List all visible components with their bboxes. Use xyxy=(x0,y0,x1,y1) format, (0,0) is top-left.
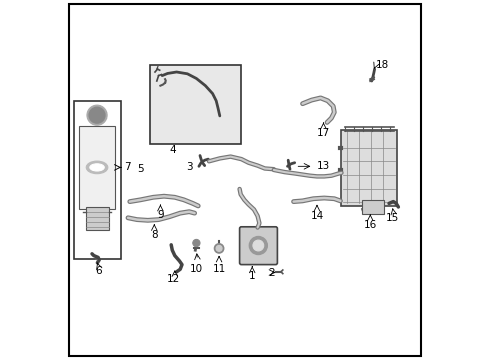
Circle shape xyxy=(193,239,200,247)
Text: 9: 9 xyxy=(157,210,164,220)
Text: 13: 13 xyxy=(317,161,330,171)
FancyBboxPatch shape xyxy=(69,4,421,356)
Text: 6: 6 xyxy=(95,266,101,276)
FancyBboxPatch shape xyxy=(240,227,277,265)
Text: 7: 7 xyxy=(123,162,130,172)
Text: 16: 16 xyxy=(364,220,377,230)
Circle shape xyxy=(216,246,222,251)
Text: 11: 11 xyxy=(213,264,226,274)
Circle shape xyxy=(89,107,105,123)
Ellipse shape xyxy=(86,161,108,174)
Bar xyxy=(79,126,115,209)
Text: 17: 17 xyxy=(317,128,330,138)
Bar xyxy=(149,65,242,144)
Text: 15: 15 xyxy=(386,213,399,223)
Circle shape xyxy=(87,105,107,125)
Text: 14: 14 xyxy=(310,211,323,221)
Text: 3: 3 xyxy=(186,162,193,172)
Text: 12: 12 xyxy=(167,274,180,284)
Text: 18: 18 xyxy=(375,60,389,70)
Ellipse shape xyxy=(90,164,104,171)
Text: 2: 2 xyxy=(269,267,275,278)
Text: 8: 8 xyxy=(151,230,158,240)
Bar xyxy=(74,101,121,259)
Circle shape xyxy=(253,240,264,251)
Text: 5: 5 xyxy=(137,164,144,174)
Bar xyxy=(86,207,109,230)
FancyBboxPatch shape xyxy=(342,130,397,206)
Text: 1: 1 xyxy=(249,271,255,281)
Circle shape xyxy=(249,237,268,255)
Text: 4: 4 xyxy=(170,145,176,155)
Text: 10: 10 xyxy=(190,264,203,274)
Circle shape xyxy=(215,244,224,253)
Bar xyxy=(362,200,384,214)
